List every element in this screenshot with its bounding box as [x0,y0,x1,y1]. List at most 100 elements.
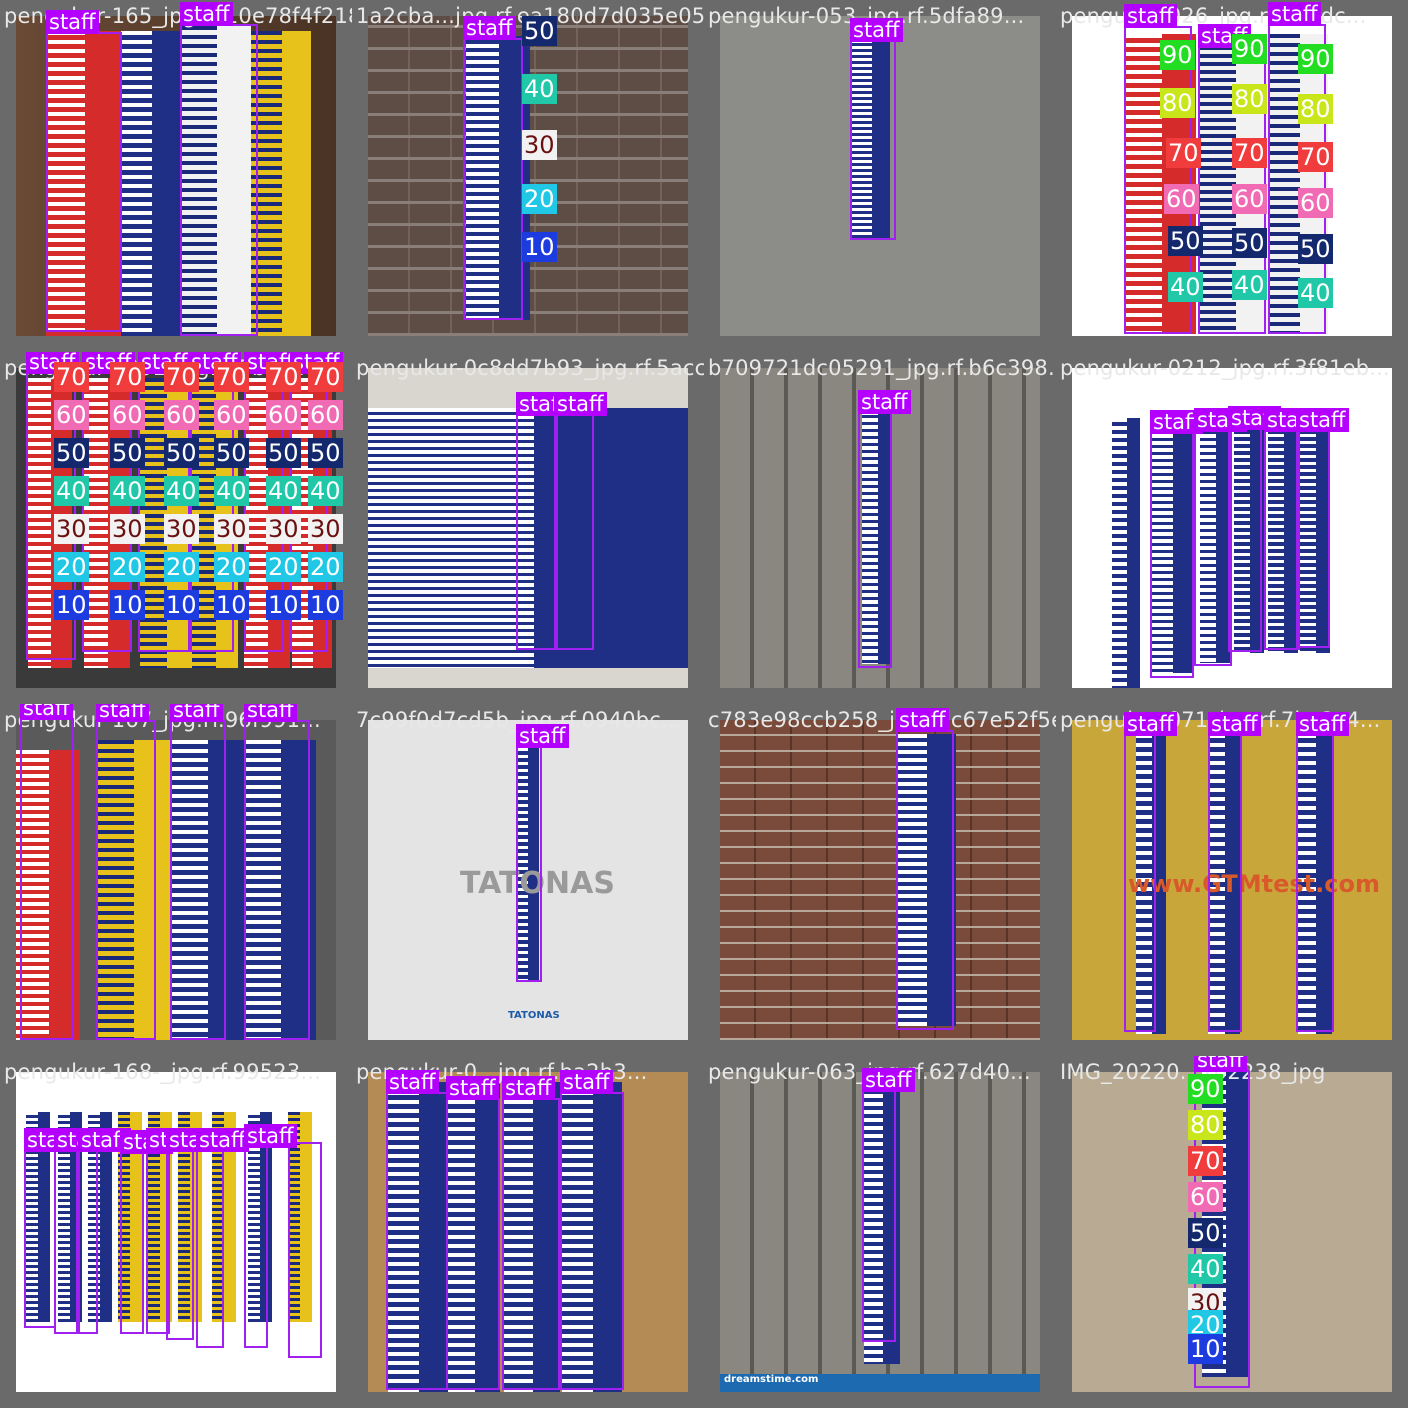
detection-box[interactable] [463,38,523,320]
gauge-ticks [178,1112,191,1322]
class-label-30: 30 [110,514,145,544]
detection-box[interactable] [46,32,122,332]
detection-box[interactable] [1296,734,1334,1032]
class-label-50: 50 [522,16,557,46]
detection-box[interactable] [554,414,594,650]
detection-box[interactable] [20,718,74,1040]
detection-box[interactable] [1124,734,1156,1032]
gauge-ticks [1200,413,1216,663]
result-tile[interactable]: pengukur-0c8dd7b93_jpg.rf.5acc1... staff s… [352,352,704,704]
class-label-20: 20 [110,552,145,582]
class-label-60: 60 [54,400,89,430]
staff-gauge [517,748,539,980]
class-label-30: 30 [54,514,89,544]
class-label-70: 70 [1188,1146,1223,1176]
result-tile[interactable]: pengukur-165_jpg.rf.10e78f4f218df0...sta… [0,0,352,352]
detection-box[interactable] [1264,430,1300,650]
result-tile[interactable]: c783e98ccb258_jpg.rf.c67e52f5ed...staff [704,704,1056,1056]
detection-box[interactable] [862,1090,896,1342]
sample-photo [720,16,1040,336]
result-tile[interactable]: pengukur-167_jpg.rf.96f991... staff staff s… [0,704,352,1056]
sample-photo [720,720,1040,1040]
staff-gauge [466,36,530,320]
detection-box[interactable] [850,40,896,240]
gauge-ticks [212,1112,225,1322]
class-label-50: 50 [308,438,343,468]
detection-box[interactable] [560,1092,624,1390]
detection-box[interactable] [1150,432,1194,678]
gauge-ticks [896,734,928,1026]
detection-box[interactable] [120,1152,144,1334]
result-tile[interactable]: pengukur-026_jpg.rf.8eedc... staff staff st… [1056,0,1408,352]
detection-box[interactable] [516,414,558,650]
staff-gauge [1298,734,1332,1034]
detection-box[interactable] [502,1098,560,1390]
result-tile[interactable]: pengukur-0801_jpg.rf.5b39c0...staffstaff… [0,352,352,704]
class-label-staff: staff [46,10,99,34]
sample-photo [16,16,336,336]
detection-box[interactable] [386,1092,448,1390]
gauge-ticks [517,748,529,980]
detection-box[interactable] [1194,430,1232,666]
staff-gauge [862,404,892,664]
dreamstime-watermark: dreamstime.com [720,1374,1040,1392]
class-label-80: 80 [1188,1110,1223,1140]
detection-box[interactable] [896,730,954,1030]
detection-box[interactable] [244,720,310,1040]
detection-box[interactable] [196,1150,224,1348]
detection-box[interactable] [858,412,892,668]
class-label-20: 20 [164,552,199,582]
detection-box[interactable] [244,1146,268,1348]
result-tile[interactable]: pengukur-0212_jpg.rf.3f81eb... staff staff… [1056,352,1408,704]
detection-box[interactable] [1228,428,1262,652]
detection-box[interactable] [96,720,156,1040]
detection-box[interactable] [54,1150,78,1334]
class-label-staff: staff [858,390,911,414]
detection-box[interactable] [516,746,542,982]
result-tile[interactable]: pengukur-053_jpg.rf.5dfa89... staff [704,0,1056,352]
result-tile[interactable]: TATONAS TATONAS 7c99f0d7cd5b_jpg.rf.0940bc… [352,704,704,1056]
class-label-80: 80 [1298,94,1333,124]
detection-box[interactable] [166,1150,194,1340]
result-tile[interactable]: pengukur-0...jpg.rf.ba2b3... staff staff st… [352,1056,704,1408]
tatonas-logo: TATONAS [508,1010,560,1021]
detection-box[interactable] [1296,430,1330,648]
result-tile[interactable]: b709721dc05291_jpg.rf.b6c398... staff [704,352,1056,704]
gauge-ticks [181,26,218,336]
result-tile[interactable]: www.GTMtest.compengukur-071_jpg.rf.7ba2c… [1056,704,1408,1056]
result-tile[interactable]: 1a2cba...jpg.rf.ea180d7d035e05...staff50… [352,0,704,352]
staff-gauge [388,1082,448,1392]
detection-box[interactable] [1208,734,1242,1032]
staff-gauge [1268,413,1298,653]
detection-box[interactable] [180,24,258,336]
result-tile[interactable]: dreamstime.compengukur-063_jpg.rf.627d40… [704,1056,1056,1408]
class-label-20: 20 [522,184,557,214]
class-label-staff: staff [1296,712,1349,736]
staff-gauge [448,1082,500,1392]
class-label-10: 10 [308,590,343,620]
detection-box[interactable] [170,720,226,1040]
staff-gauge [562,1082,622,1392]
detection-box[interactable] [288,1142,322,1358]
class-label-20: 20 [308,552,343,582]
gauge-ticks [1200,38,1237,334]
gauge-ticks [1298,734,1316,1034]
gauge-ticks [852,34,872,239]
class-label-80: 80 [1160,88,1195,118]
detection-box[interactable] [446,1098,500,1390]
detection-box[interactable] [78,1150,98,1334]
result-tile[interactable]: pengukur-168-_jpg.rf.99523... staff staff s… [0,1056,352,1408]
class-label-staff: staff [1208,712,1261,736]
detection-box[interactable] [24,1150,56,1328]
sample-photo [720,368,1040,688]
staff-gauge [368,408,688,668]
gauge-ticks [1136,734,1152,1034]
class-label-90: 90 [1298,44,1333,74]
class-label-staff: staff [196,1128,249,1152]
class-label-30: 30 [308,514,343,544]
class-label-20: 20 [214,552,249,582]
gauge-ticks [1112,418,1127,688]
result-tile[interactable]: IMG_20220...102238_jpg staff 90 80 70 60 50 40 3… [1056,1056,1408,1408]
class-label-70: 70 [164,362,199,392]
sample-photo [368,1072,688,1392]
